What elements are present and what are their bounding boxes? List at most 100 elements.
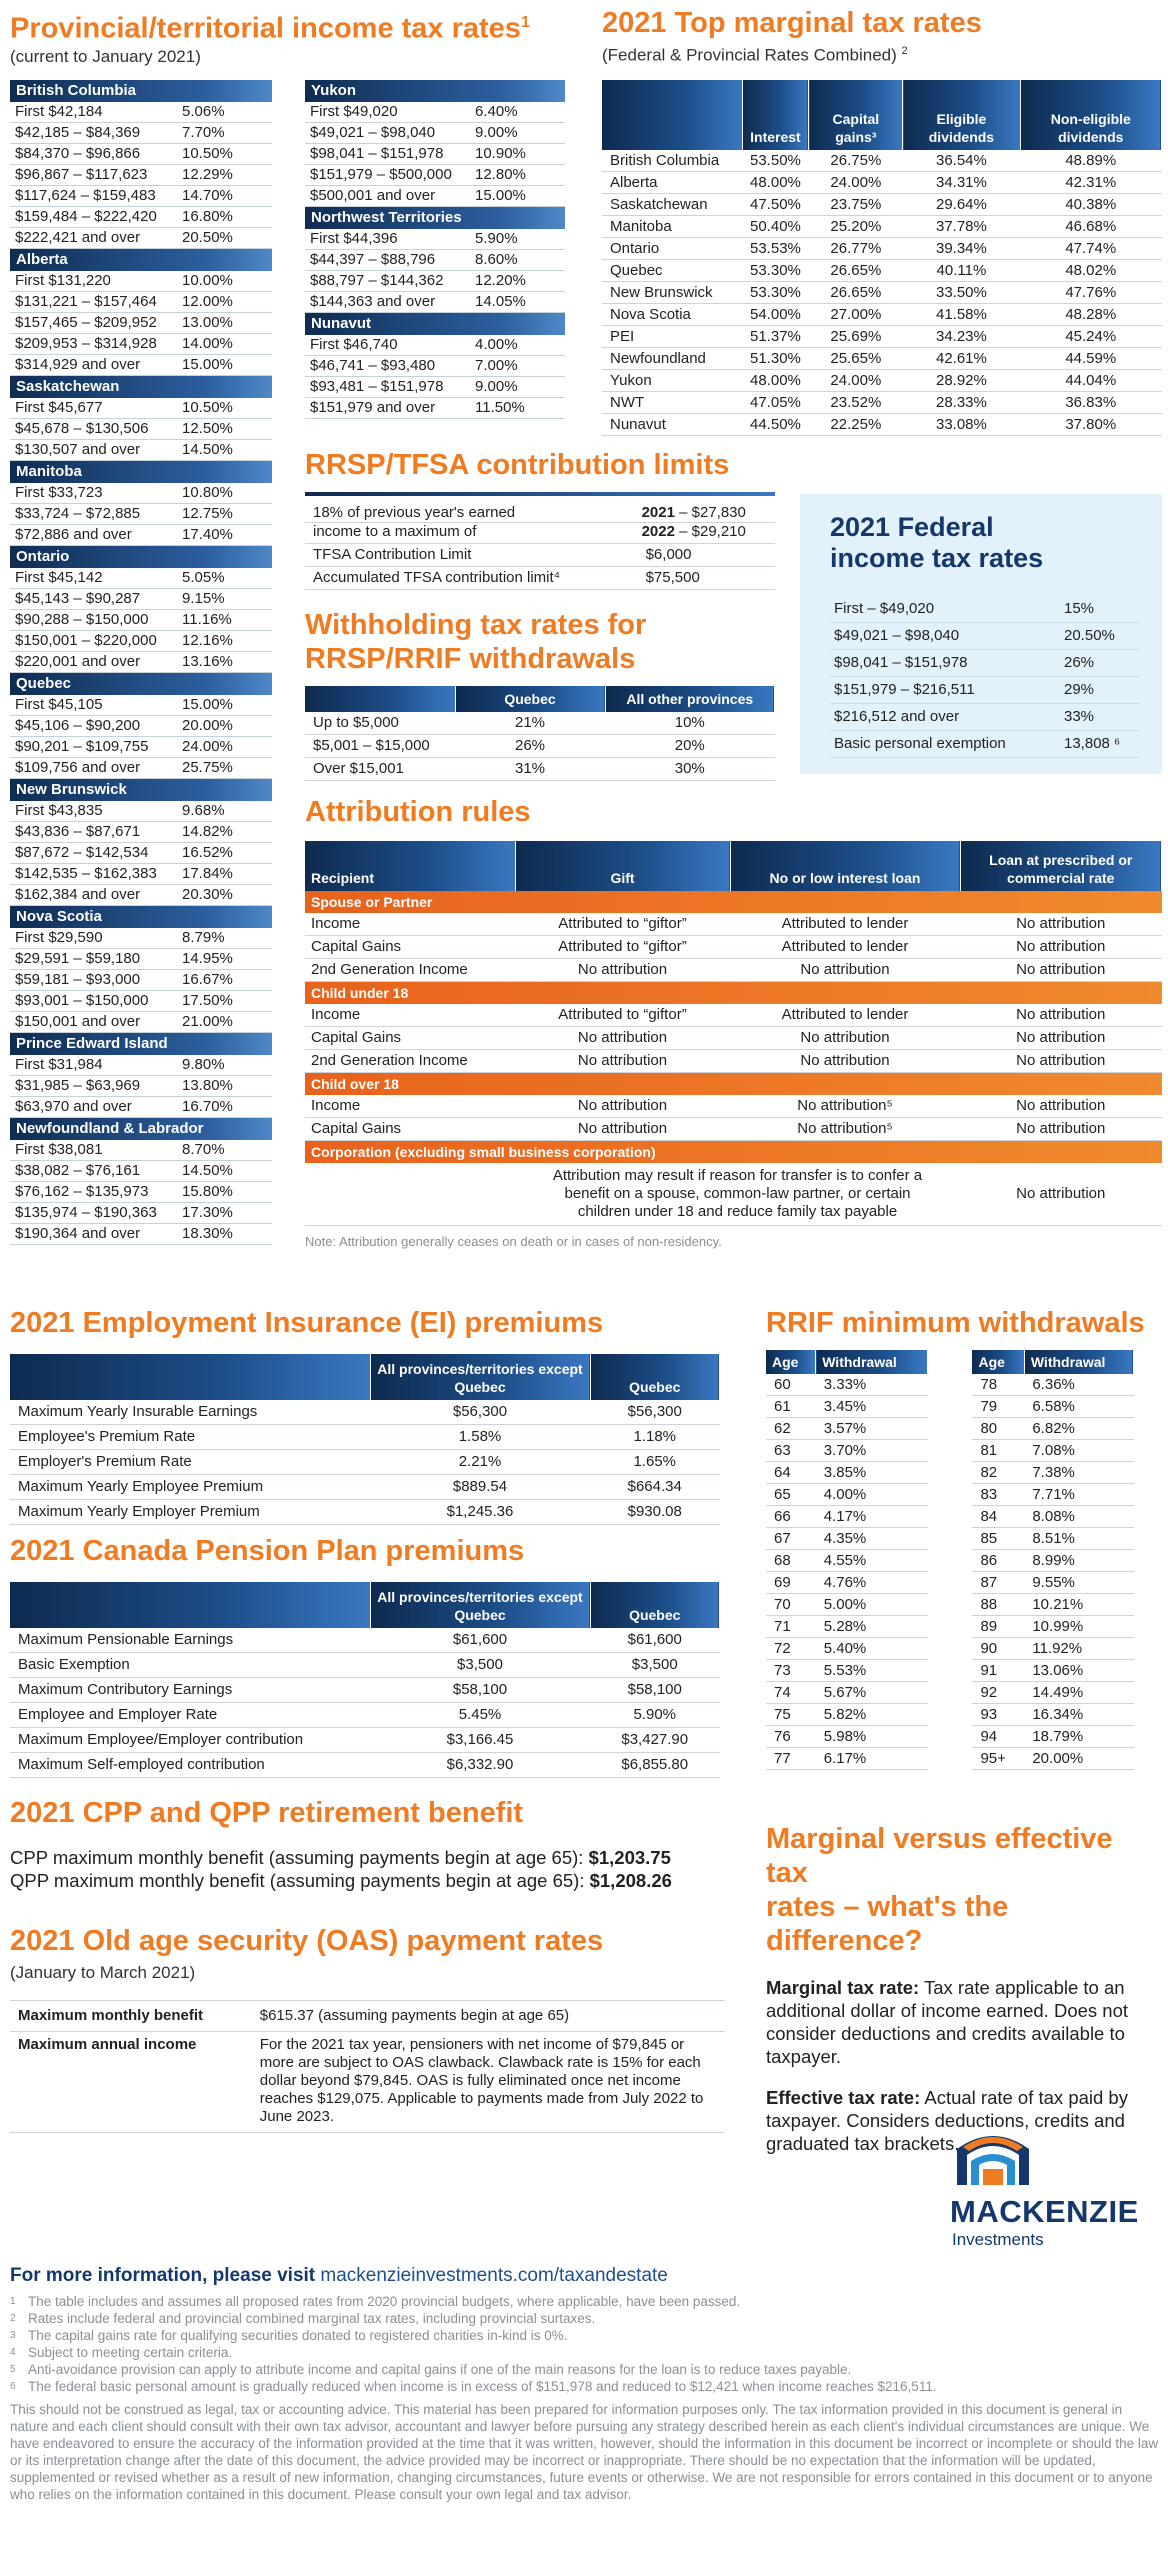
attribution-recipient: Income [305,913,515,936]
bracket-rate: 15.00% [177,695,272,716]
column-header: Quebec [590,1354,720,1400]
rrif-withdrawal: 8.51% [1024,1527,1134,1550]
row-value: 29.64% [902,193,1021,216]
bracket-label: $150,001 and over [10,1011,177,1033]
attribution-value: No attribution [730,958,960,982]
rrif-age: 78 [972,1374,1025,1396]
rrif-withdrawal: 3.85% [815,1461,928,1484]
row-label: Manitoba [602,215,742,238]
row-value: 47.05% [742,391,809,414]
bracket-label: $33,724 – $72,885 [10,503,177,525]
rrif-row: 91 13.06% [972,1659,1134,1682]
rrif-row: 89 10.99% [972,1615,1134,1638]
province-rates-table: First $46,740 4.00% $46,741 – $93,480 7.00%… [305,335,565,419]
province-rate-row: $93,001 – $150,000 17.50% [10,990,272,1012]
province-rate-row: $84,370 – $96,866 10.50% [10,143,272,165]
rrif-withdrawal: 7.71% [1024,1483,1134,1506]
rrif-row: 60 3.33% [766,1374,928,1396]
table-row: British Columbia 53.50% 26.75% 36.54% 48.89% [602,150,1162,172]
province-rate-row: First $44,396 5.90% [305,229,565,250]
bracket-rate: 4.00% [470,335,565,356]
row-label: Maximum Employee/Employer contribution [10,1727,370,1753]
rrsp-rule [305,492,775,496]
attribution-value: Attributed to lender [730,913,960,936]
rrif-withdrawal: 5.82% [815,1703,928,1726]
province-rate-row: $72,886 and over 17.40% [10,524,272,546]
row-value: $6,855.80 [590,1752,720,1778]
federal-rate: 29% [1060,676,1140,704]
column-header [602,80,743,150]
row-value: 48.28% [1020,303,1162,326]
bracket-rate: 5.05% [177,568,272,589]
spacer [305,1163,515,1226]
attribution-value: No attribution [960,1026,1162,1050]
footnote: 3 The capital gains rate for qualifying s… [10,2327,1160,2344]
rrif-withdrawal: 7.08% [1024,1439,1134,1462]
province-rate-row: First $45,105 15.00% [10,695,272,716]
rrif-withdrawal: 5.98% [815,1725,928,1748]
oas-subtitle: (January to March 2021) [10,1963,196,1982]
rrif-age: 85 [972,1527,1025,1550]
table-row: Ontario 53.53% 26.77% 39.34% 47.74% [602,237,1162,260]
corporation-row: Attribution may result if reason for tra… [305,1163,1162,1226]
rrif-withdrawal: 8.99% [1024,1549,1134,1572]
row-value: 48.02% [1020,259,1162,282]
mve-section: Marginal versus effective tax rates – wha… [766,1822,1162,2155]
row-value: 46.68% [1020,215,1162,238]
attribution-row: Income Attributed to “giftor” Attributed t… [305,1004,1162,1027]
province-rate-row: $500,001 and over 15.00% [305,185,565,207]
column-header: All other provinces [605,686,775,712]
federal-rate: 13,808 ⁶ [1060,730,1140,758]
rrsp-year1: 2021 [641,504,675,521]
province-rate-row: First $42,184 5.06% [10,102,272,123]
mackenzie-logo: MACKENZIE Investments [950,2125,1150,2255]
bracket-rate: 17.40% [177,524,272,546]
footnote-number: 5 [10,2364,16,2375]
bracket-rate: 12.80% [470,164,565,186]
province-rate-row: $117,624 – $159,483 14.70% [10,185,272,207]
column-header: Age [972,1350,1025,1374]
bracket-label: $150,001 – $220,000 [10,630,177,652]
bracket-rate: 17.50% [177,990,272,1012]
bracket-label: $151,979 and over [305,397,470,419]
bracket-label: First $131,220 [10,271,177,292]
province-rate-row: $159,484 – $222,420 16.80% [10,206,272,228]
table-row: Newfoundland 51.30% 25.65% 42.61% 44.59% [602,347,1162,370]
row-value: 24.00% [808,369,903,392]
attribution-group-label: Spouse or Partner [305,891,1162,913]
column-header [10,1582,371,1628]
row-label: Maximum Self-employed contribution [10,1752,370,1778]
rrif-age: 66 [766,1505,816,1528]
bracket-rate: 12.20% [470,270,565,292]
attribution-value: No attribution [960,958,1162,982]
bracket-rate: 17.84% [177,863,272,885]
column-header: All provinces/territories except Quebec [370,1354,591,1400]
bracket-rate: 10.50% [177,398,272,419]
bracket-label: $88,797 – $144,362 [305,270,470,292]
attribution-value: No attribution [960,1004,1162,1027]
row-value: 21% [455,712,605,735]
province-rates-table: First $33,723 10.80% $33,724 – $72,885 12.7… [10,483,272,546]
footnote: 4 Subject to meeting certain criteria. [10,2344,1160,2361]
rrif-title: RRIF minimum withdrawals [766,1307,1145,1339]
attribution-group-row: Corporation (excluding small business co… [305,1140,1162,1163]
rrif-withdrawal: 7.38% [1024,1461,1134,1484]
row-value: 42.61% [902,347,1021,370]
province-rate-row: $131,221 – $157,464 12.00% [10,291,272,313]
bracket-rate: 14.70% [177,185,272,207]
rrif-row: 87 9.55% [972,1571,1134,1594]
rrif-age: 93 [972,1703,1025,1726]
more-info-link[interactable]: mackenzieinvestments.com/taxandestate [320,2265,668,2286]
rrif-age: 60 [766,1374,816,1396]
footnotes: 1 The table includes and assumes all prop… [10,2293,1160,2395]
row-value: 24.00% [808,171,903,194]
rrif-withdrawal: 11.92% [1024,1637,1134,1660]
qpp-benefit: QPP maximum monthly benefit (assuming pa… [10,1870,672,1891]
row-label: Quebec [602,259,742,282]
province-rates-table: First $44,396 5.90% $44,397 – $88,796 8.60%… [305,229,565,313]
table-row: $5,001 – $15,000 26% 20% [305,734,775,758]
bracket-label: $144,363 and over [305,291,470,313]
attribution-value: No attribution [730,1026,960,1050]
bracket-rate: 21.00% [177,1011,272,1033]
bracket-label: First $44,396 [305,229,470,250]
